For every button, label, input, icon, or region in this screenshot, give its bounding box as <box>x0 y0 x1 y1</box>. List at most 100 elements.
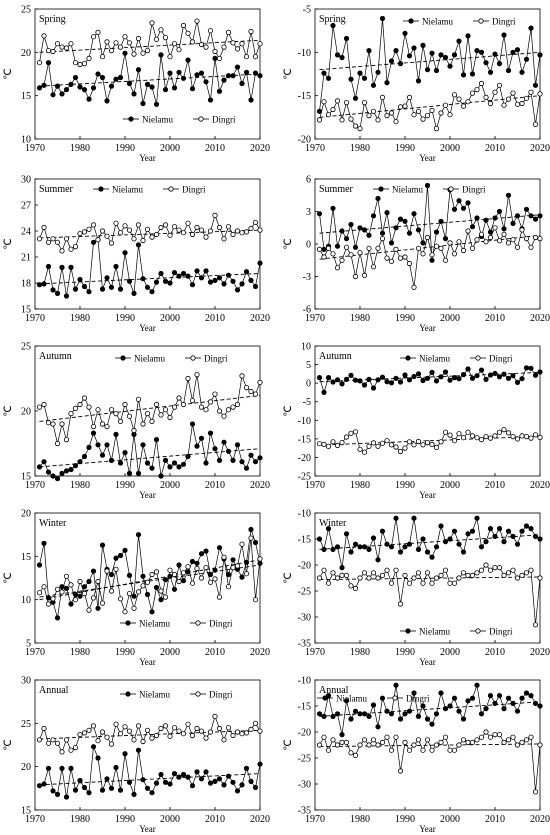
point-nielamu <box>140 442 146 448</box>
point-dingri <box>63 436 70 443</box>
point-dingri <box>171 571 178 578</box>
point-dingri <box>352 429 359 435</box>
point-dingri <box>212 713 218 720</box>
point-nielamu <box>465 200 471 206</box>
y-tick-label: 20 <box>21 407 31 418</box>
y-tick-label: 0 <box>306 379 311 390</box>
point-dingri <box>90 423 97 430</box>
point-nielamu <box>442 236 449 242</box>
point-nielamu <box>411 211 417 217</box>
point-dingri <box>216 224 223 231</box>
point-dingri <box>176 395 182 401</box>
point-dingri <box>406 580 413 586</box>
point-nielamu <box>95 442 101 448</box>
point-nielamu <box>451 206 458 212</box>
point-dingri <box>198 728 205 734</box>
point-nielamu <box>370 385 377 391</box>
point-dingri <box>348 583 354 589</box>
point-dingri <box>113 220 119 226</box>
point-nielamu <box>252 70 259 76</box>
point-dingri <box>59 749 65 755</box>
point-nielamu <box>54 83 61 89</box>
point-dingri <box>528 435 534 441</box>
point-dingri <box>41 224 47 231</box>
point-dingri <box>194 565 200 572</box>
legend-label-nielamu: Nielamu <box>112 185 143 195</box>
point-dingri <box>45 420 52 426</box>
point-nielamu <box>420 377 426 384</box>
point-nielamu <box>357 711 363 717</box>
y-tick-label: -25 <box>298 472 311 483</box>
point-nielamu <box>424 549 431 555</box>
point-dingri <box>234 46 241 52</box>
point-dingri <box>325 245 332 251</box>
point-nielamu <box>397 716 404 722</box>
point-dingri <box>104 568 110 574</box>
legend-marker <box>98 186 104 192</box>
x-tick-label: 1980 <box>350 480 370 491</box>
point-dingri <box>451 92 458 98</box>
point-dingri <box>59 421 65 427</box>
point-nielamu <box>77 459 83 465</box>
point-nielamu <box>334 243 341 249</box>
point-dingri <box>415 570 422 576</box>
point-dingri <box>59 589 65 595</box>
point-nielamu <box>357 544 363 550</box>
point-nielamu <box>140 573 146 579</box>
point-dingri <box>456 742 462 748</box>
point-nielamu <box>185 57 191 63</box>
x-tick-label: 2020 <box>530 143 550 154</box>
point-dingri <box>153 732 160 739</box>
point-nielamu <box>99 74 106 81</box>
point-nielamu <box>532 82 539 88</box>
point-nielamu <box>248 526 254 533</box>
point-nielamu <box>321 713 327 720</box>
x-tick-label: 1980 <box>350 143 370 154</box>
point-nielamu <box>198 70 205 76</box>
point-dingri <box>334 742 341 748</box>
point-dingri <box>501 572 507 579</box>
point-nielamu <box>514 379 521 385</box>
point-dingri <box>36 590 43 596</box>
point-dingri <box>45 239 52 245</box>
legend: Nielamu Dingri <box>93 185 206 195</box>
point-nielamu <box>122 250 128 256</box>
point-dingri <box>212 48 218 55</box>
point-dingri <box>339 439 345 446</box>
point-nielamu <box>361 227 368 233</box>
point-dingri <box>252 720 259 726</box>
point-dingri <box>532 121 539 127</box>
y-tick-label: 3 <box>306 207 311 218</box>
point-nielamu <box>433 67 440 74</box>
point-nielamu <box>501 226 507 232</box>
y-tick-label: 21 <box>21 253 31 264</box>
point-nielamu <box>474 682 480 688</box>
point-dingri <box>361 272 368 278</box>
point-nielamu <box>438 690 444 696</box>
y-tick-label: 10 <box>21 595 31 606</box>
point-nielamu <box>451 374 458 381</box>
point-dingri <box>393 119 399 125</box>
point-dingri <box>171 41 178 47</box>
point-nielamu <box>397 60 404 67</box>
y-tick-label: 10 <box>21 135 31 146</box>
x-tick-label: 1970 <box>305 647 325 658</box>
point-nielamu <box>194 72 200 78</box>
point-nielamu <box>366 47 372 54</box>
point-nielamu <box>252 784 259 791</box>
point-dingri <box>95 29 101 36</box>
point-nielamu <box>460 549 467 555</box>
point-nielamu <box>45 765 52 772</box>
point-dingri <box>176 728 182 734</box>
point-dingri <box>252 219 259 225</box>
point-nielamu <box>402 218 408 224</box>
y-tick-label: 15 <box>21 472 31 483</box>
point-dingri <box>406 260 413 267</box>
y-tick-label: 24 <box>21 227 31 238</box>
point-nielamu <box>352 244 359 250</box>
point-nielamu <box>252 283 259 290</box>
point-nielamu <box>402 30 408 36</box>
point-nielamu <box>469 71 476 77</box>
legend-marker <box>125 620 131 626</box>
point-nielamu <box>90 568 97 574</box>
